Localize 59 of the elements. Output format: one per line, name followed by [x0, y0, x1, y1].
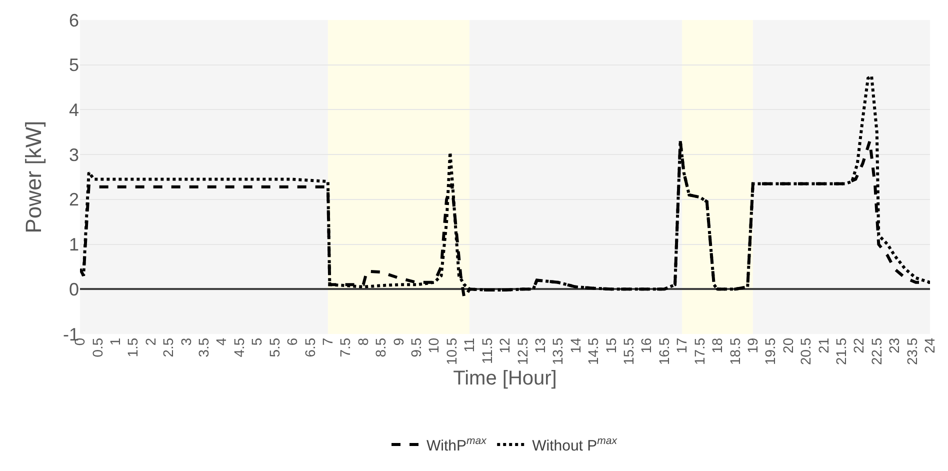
x-tick-label: 6 — [284, 338, 300, 346]
y-tick-label: 6 — [68, 10, 79, 30]
x-tick-label: 3.5 — [196, 338, 212, 358]
x-tick-label: 9.5 — [408, 338, 424, 358]
x-tick-label: 0.5 — [89, 338, 106, 358]
x-tick-label: 16.5 — [656, 338, 672, 366]
x-tick-label: 21.5 — [833, 338, 850, 366]
y-tick-label: 2 — [68, 190, 79, 210]
x-tick-label: 9 — [390, 338, 406, 346]
x-tick-label: 16 — [638, 338, 654, 354]
x-tick-label: 4.5 — [230, 338, 247, 358]
x-tick-label: 4 — [213, 338, 230, 346]
x-tick-label: 19.5 — [762, 338, 778, 366]
x-tick-label: 17 — [674, 338, 690, 354]
x-tick-label: 15 — [602, 338, 619, 354]
y-tick-label: 0 — [68, 279, 79, 300]
x-tick-label: 22 — [850, 338, 867, 354]
x-tick-label: 2 — [142, 338, 158, 346]
x-tick-label: 13 — [532, 338, 548, 354]
x-tick-label: 1 — [106, 338, 123, 346]
x-tick-label: 3 — [178, 338, 194, 346]
y-tick-label: 1 — [68, 234, 79, 255]
x-axis-title: Time [Hour] — [453, 368, 557, 390]
x-tick-label: 1.5 — [124, 338, 141, 358]
x-tick-label: 18 — [709, 338, 726, 354]
y-tick-label: 3 — [68, 144, 79, 165]
x-tick-label: 23 — [886, 338, 902, 354]
legend-label: WithP$^{max}$ — [426, 435, 488, 454]
x-tick-label: 18.5 — [726, 338, 743, 366]
x-tick-label: 15.5 — [620, 338, 637, 366]
x-tick-label: 12 — [496, 338, 513, 354]
x-tick-label: 6.5 — [302, 338, 318, 358]
x-tick-label: 8.5 — [372, 338, 389, 358]
x-tick-label: 12.5 — [514, 338, 530, 366]
x-tick-label: 20 — [780, 338, 796, 354]
x-tick-label: 14 — [567, 338, 584, 354]
x-tick-label: 24 — [922, 338, 938, 354]
x-tick-label: 5.5 — [266, 338, 282, 358]
legend-label: Without P$^{max}$ — [532, 435, 618, 454]
x-tick-label: 5 — [248, 338, 265, 346]
x-tick-label: 23.5 — [904, 338, 920, 366]
y-tick-label: 5 — [68, 55, 79, 76]
y-tick-label: 4 — [68, 100, 79, 120]
x-tick-label: 19 — [744, 338, 760, 354]
x-tick-label: 7.5 — [337, 338, 354, 358]
x-tick-label: 22.5 — [868, 338, 884, 366]
x-tick-label: 21 — [815, 338, 832, 354]
x-tick-label: 2.5 — [160, 338, 176, 358]
x-tick-label: 14.5 — [585, 338, 602, 366]
y-axis-title: Power [kW] — [20, 120, 46, 234]
x-tick-label: 17.5 — [691, 338, 708, 366]
x-tick-label: 11.5 — [478, 338, 495, 364]
x-tick-label: 11 — [461, 338, 478, 352]
x-tick-label: 20.5 — [798, 338, 814, 366]
x-tick-label: 10.5 — [443, 338, 460, 366]
x-tick-label: 8 — [354, 338, 371, 346]
x-tick-label: 10 — [426, 338, 442, 354]
x-tick-label: 7 — [319, 338, 336, 346]
x-tick-label: 13.5 — [550, 338, 566, 366]
